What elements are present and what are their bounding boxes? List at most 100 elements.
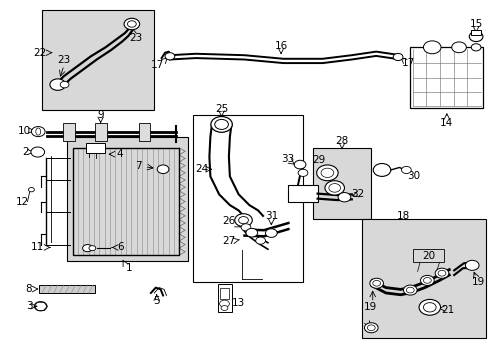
Text: 11: 11 bbox=[31, 242, 44, 252]
Text: 23: 23 bbox=[129, 33, 142, 43]
Circle shape bbox=[214, 120, 228, 130]
Text: 17: 17 bbox=[401, 58, 414, 68]
Text: 14: 14 bbox=[439, 118, 452, 128]
Circle shape bbox=[372, 163, 390, 176]
Text: 3: 3 bbox=[25, 301, 32, 311]
Text: 18: 18 bbox=[396, 211, 409, 221]
Circle shape bbox=[50, 79, 65, 90]
Bar bbox=[412, 249, 444, 262]
Circle shape bbox=[157, 165, 168, 174]
Text: 5: 5 bbox=[153, 296, 160, 306]
Bar bbox=[42, 10, 154, 110]
Text: 26: 26 bbox=[222, 216, 235, 226]
Text: 20: 20 bbox=[421, 251, 434, 261]
Circle shape bbox=[89, 246, 96, 251]
Text: 27: 27 bbox=[222, 236, 235, 246]
Circle shape bbox=[265, 229, 277, 237]
Bar bbox=[288, 185, 317, 202]
Circle shape bbox=[392, 53, 402, 60]
Text: 17: 17 bbox=[151, 59, 164, 69]
Text: 10: 10 bbox=[18, 126, 31, 135]
Circle shape bbox=[337, 193, 350, 202]
Text: 22: 22 bbox=[33, 48, 46, 58]
Bar bbox=[361, 220, 485, 338]
Text: 25: 25 bbox=[215, 104, 228, 114]
Text: 4: 4 bbox=[117, 149, 123, 159]
Circle shape bbox=[241, 224, 250, 231]
Bar bbox=[66, 137, 188, 261]
Circle shape bbox=[364, 323, 377, 333]
Text: 19: 19 bbox=[471, 277, 484, 287]
Circle shape bbox=[294, 160, 305, 169]
Ellipse shape bbox=[36, 128, 41, 135]
Bar bbox=[95, 123, 106, 140]
Bar bbox=[193, 116, 303, 282]
Bar bbox=[86, 143, 104, 153]
Text: 1: 1 bbox=[125, 263, 132, 273]
Circle shape bbox=[434, 268, 448, 278]
Circle shape bbox=[325, 181, 344, 195]
Circle shape bbox=[406, 287, 413, 293]
Circle shape bbox=[238, 217, 248, 224]
Bar bbox=[139, 123, 150, 140]
Text: 32: 32 bbox=[351, 189, 364, 199]
Circle shape bbox=[328, 184, 340, 192]
Text: 24: 24 bbox=[195, 164, 208, 174]
Text: 8: 8 bbox=[25, 284, 32, 294]
Circle shape bbox=[437, 270, 445, 276]
Text: 29: 29 bbox=[311, 155, 325, 165]
Circle shape bbox=[366, 325, 374, 330]
Bar bbox=[312, 148, 370, 220]
Circle shape bbox=[255, 237, 265, 244]
Circle shape bbox=[423, 41, 440, 54]
Circle shape bbox=[210, 117, 232, 132]
Text: 28: 28 bbox=[335, 136, 348, 145]
Bar bbox=[73, 148, 179, 255]
Bar bbox=[63, 123, 75, 140]
Text: 30: 30 bbox=[407, 171, 420, 181]
Text: 19: 19 bbox=[363, 302, 376, 312]
Text: 7: 7 bbox=[135, 161, 141, 171]
Text: 15: 15 bbox=[468, 19, 482, 29]
Circle shape bbox=[82, 244, 92, 252]
Text: 33: 33 bbox=[280, 154, 293, 164]
Circle shape bbox=[369, 278, 383, 288]
Circle shape bbox=[28, 188, 34, 192]
Circle shape bbox=[124, 18, 140, 30]
Circle shape bbox=[465, 260, 478, 270]
Circle shape bbox=[372, 280, 380, 286]
Circle shape bbox=[245, 228, 257, 237]
Text: 6: 6 bbox=[117, 242, 123, 252]
Circle shape bbox=[451, 42, 466, 53]
Text: 23: 23 bbox=[58, 55, 71, 65]
Circle shape bbox=[31, 147, 44, 157]
Circle shape bbox=[31, 127, 45, 136]
Circle shape bbox=[423, 278, 430, 283]
Circle shape bbox=[221, 306, 227, 311]
Bar bbox=[409, 47, 483, 108]
Bar bbox=[39, 285, 95, 293]
Text: 2: 2 bbox=[22, 147, 28, 157]
Circle shape bbox=[420, 275, 433, 285]
Circle shape bbox=[234, 214, 252, 226]
Bar bbox=[220, 288, 228, 299]
Circle shape bbox=[298, 169, 307, 176]
Circle shape bbox=[219, 300, 229, 307]
Bar bbox=[217, 284, 232, 312]
Text: 21: 21 bbox=[441, 305, 454, 315]
Circle shape bbox=[60, 81, 69, 88]
Text: 16: 16 bbox=[274, 41, 287, 50]
Text: 31: 31 bbox=[264, 211, 277, 221]
Bar bbox=[470, 31, 480, 35]
Circle shape bbox=[164, 53, 174, 60]
Text: 13: 13 bbox=[231, 298, 244, 308]
Text: 9: 9 bbox=[97, 111, 104, 121]
Circle shape bbox=[470, 44, 480, 51]
Circle shape bbox=[401, 166, 410, 174]
Circle shape bbox=[34, 302, 47, 311]
Circle shape bbox=[468, 32, 482, 41]
Circle shape bbox=[418, 300, 440, 315]
Circle shape bbox=[316, 165, 337, 181]
Circle shape bbox=[423, 303, 435, 312]
Circle shape bbox=[403, 285, 416, 295]
